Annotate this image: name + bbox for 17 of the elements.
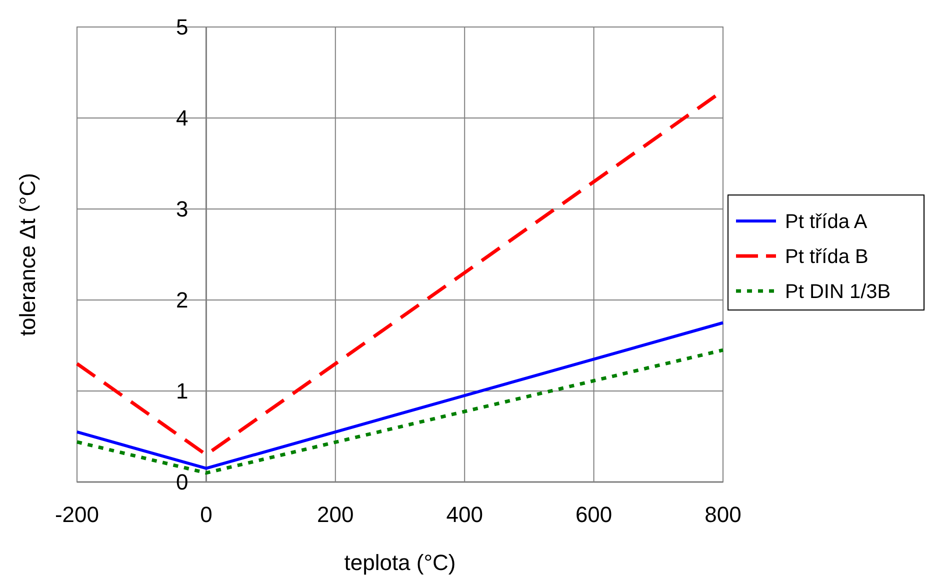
y-tick-label: 5 [176,14,188,40]
x-tick-label: 400 [446,502,483,527]
y-tick-label: 1 [176,378,188,404]
x-tick-label: 0 [200,502,212,527]
x-tick-label: 200 [317,502,354,527]
x-tick-label: -200 [54,502,100,527]
y-tick-label: 4 [176,106,188,131]
x-tick-label: 600 [575,502,612,527]
legend-label: Pt třída B [785,246,868,268]
legend-label: Pt třída A [785,211,868,233]
x-axis-title: teplota (°C) [344,550,456,575]
legend-label: Pt DIN 1/3B [785,281,891,303]
y-axis-title: tolerance Δt (°C) [15,173,40,336]
y-tick-label: 3 [176,196,188,222]
y-tick-label: 0 [176,470,188,495]
y-tick-label: 2 [176,288,188,313]
x-tick-label: 800 [704,502,742,527]
